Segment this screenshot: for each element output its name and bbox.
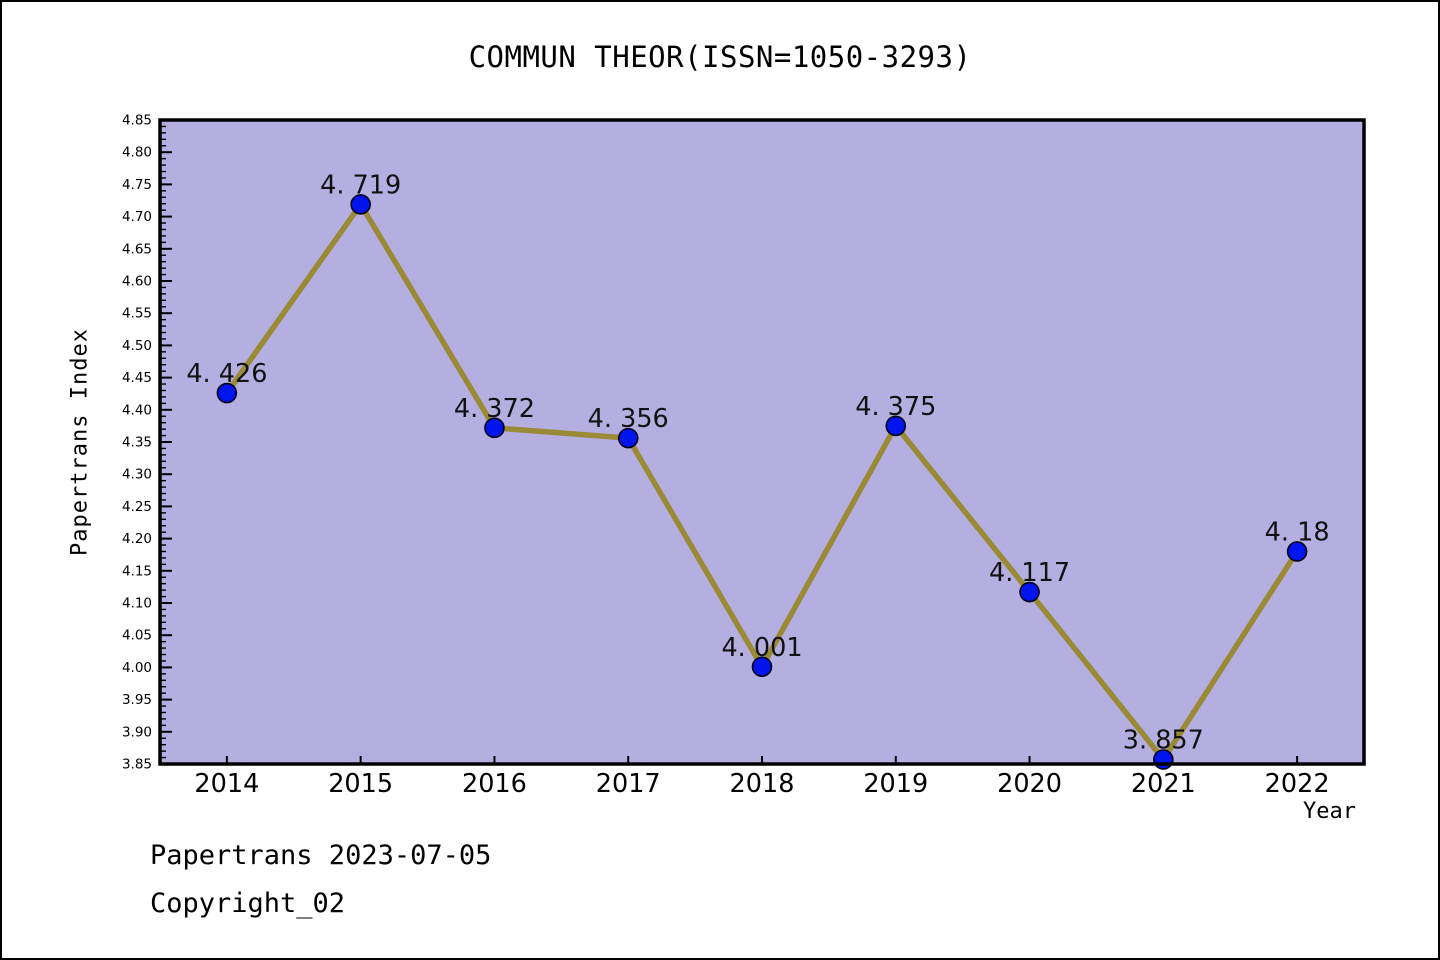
data-point-marker — [216, 382, 238, 404]
data-point-marker — [617, 427, 639, 449]
data-point-label: 4. 18 — [1265, 517, 1330, 547]
x-tick-label: 2020 — [997, 769, 1062, 799]
data-point-marker — [484, 417, 505, 439]
y-tick-label: 4.45 — [122, 370, 152, 386]
chart-title: COMMUN THEOR(ISSN=1050-3293) — [468, 40, 972, 74]
y-axis-title: Papertrans Index — [67, 328, 93, 556]
y-tick-label: 3.85 — [122, 757, 152, 773]
y-tick-label: 4.20 — [122, 531, 152, 547]
footer-date: Papertrans 2023-07-05 — [150, 840, 492, 871]
data-point-marker — [751, 656, 773, 678]
y-tick-label: 3.90 — [122, 724, 152, 740]
y-tick-label: 4.60 — [122, 274, 152, 290]
data-point-label: 4. 001 — [721, 633, 802, 663]
y-axis-tick-labels: 3.85 3.90 3.95 4.00 4.05 4.10 4.15 4.20 4.25 4.30… — [122, 113, 152, 773]
x-tick-label: 2017 — [596, 769, 661, 799]
y-tick-label: 4.50 — [122, 338, 152, 354]
x-tick-label: 2021 — [1131, 769, 1196, 799]
x-tick-label: 2018 — [730, 769, 795, 799]
y-tick-label: 4.80 — [122, 145, 152, 161]
data-point-label: 4. 356 — [588, 404, 669, 434]
y-tick-label: 4.40 — [122, 402, 152, 418]
x-axis-tick-labels: 2014 2015 2016 2017 2018 2019 2020 2021 2022 — [194, 769, 1329, 799]
y-tick-label: 4.10 — [122, 596, 152, 612]
plot-frame — [158, 118, 1366, 766]
x-tick-label: 2015 — [328, 769, 393, 799]
y-axis-ticks — [160, 119, 172, 765]
x-tick-label: 2022 — [1265, 769, 1330, 799]
y-tick-label: 4.00 — [122, 660, 152, 676]
x-tick-label: 2019 — [863, 769, 928, 799]
y-tick-label: 4.30 — [122, 467, 152, 483]
data-point-marker — [350, 194, 371, 215]
data-point-marker — [885, 415, 907, 437]
y-tick-label: 4.65 — [122, 241, 152, 257]
x-tick-label: 2016 — [462, 769, 527, 799]
data-point-labels: 4. 426 4. 719 4. 372 4. 356 4. 001 4. 375 4. 1… — [186, 170, 1329, 755]
data-point-label: 4. 719 — [320, 170, 401, 200]
y-tick-label: 4.05 — [122, 628, 152, 644]
y-tick-label: 4.35 — [122, 435, 152, 451]
x-tick-label: 2014 — [194, 769, 259, 799]
data-point-markers — [216, 194, 1308, 770]
data-point-label: 4. 117 — [989, 558, 1070, 588]
data-point-label: 4. 372 — [454, 394, 535, 424]
data-point-marker — [1019, 581, 1040, 603]
y-tick-label: 4.25 — [122, 499, 152, 515]
x-axis-title: Year — [1303, 799, 1356, 824]
footer-copyright: Copyright_02 — [150, 888, 346, 919]
data-point-label: 3. 857 — [1123, 725, 1204, 755]
y-tick-label: 4.70 — [122, 209, 152, 225]
y-tick-label: 4.15 — [122, 563, 152, 579]
data-point-label: 4. 426 — [186, 359, 267, 389]
y-tick-label: 3.95 — [122, 692, 152, 708]
data-point-marker — [1286, 541, 1308, 562]
y-tick-label: 4.85 — [122, 113, 152, 129]
y-tick-label: 4.55 — [122, 306, 152, 322]
y-tick-label: 4.75 — [122, 177, 152, 193]
data-point-label: 4. 375 — [855, 392, 936, 422]
